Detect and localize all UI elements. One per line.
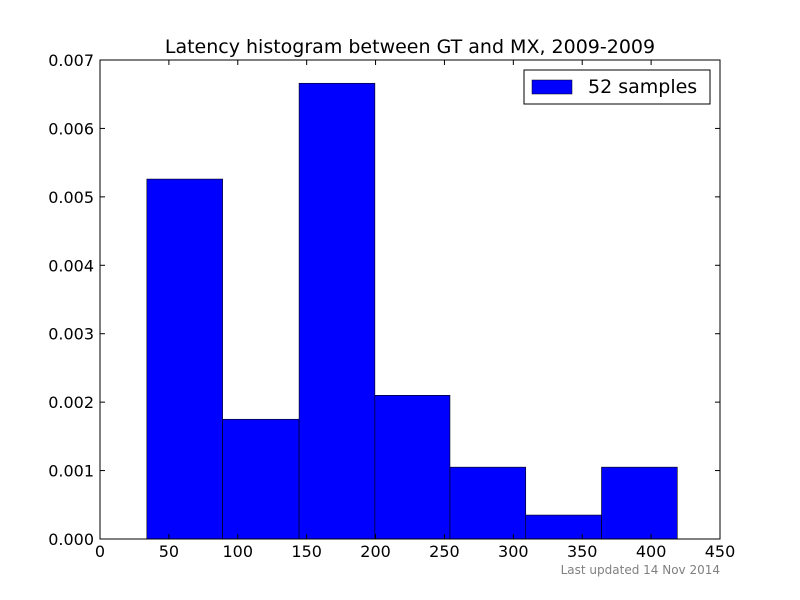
legend-label: 52 samples — [588, 76, 697, 98]
last-updated-note: Last updated 14 Nov 2014 — [561, 563, 720, 577]
histogram-bar-1 — [222, 418, 300, 540]
chart-title: Latency histogram between GT and MX, 200… — [165, 36, 655, 58]
x-tick-label-3: 150 — [291, 542, 322, 561]
y-tick-label-1: 0.001 — [48, 462, 94, 481]
y-tick-label-5: 0.005 — [48, 188, 94, 207]
histogram-bar-0 — [146, 178, 223, 540]
y-tick-label-0: 0.000 — [48, 530, 94, 549]
x-tick-label-2: 100 — [223, 542, 254, 561]
x-tick-label-4: 200 — [360, 542, 391, 561]
y-tick-label-7: 0.007 — [48, 51, 94, 70]
x-tick-label-0: 0 — [95, 542, 105, 561]
histogram-bar-4 — [449, 466, 527, 540]
y-axis: 0.000 0.001 0.002 0.003 0.004 0.005 0.006 0.007 — [48, 51, 720, 549]
histogram-bar-2 — [298, 82, 376, 540]
x-tick-label-5: 250 — [429, 542, 460, 561]
y-tick-label-3: 0.003 — [48, 325, 94, 344]
histogram-bar-3 — [374, 394, 451, 540]
x-tick-label-9: 450 — [705, 542, 736, 561]
y-tick-label-4: 0.004 — [48, 256, 94, 275]
x-tick-label-7: 350 — [567, 542, 598, 561]
legend: 52 samples — [523, 69, 711, 105]
y-tick-label-2: 0.002 — [48, 393, 94, 412]
x-tick-label-1: 50 — [159, 542, 179, 561]
histogram-bar-6 — [601, 466, 678, 540]
histogram-bar-5 — [525, 514, 602, 540]
plot-frame — [99, 59, 721, 540]
y-tick-label-6: 0.006 — [48, 119, 94, 138]
x-tick-label-6: 300 — [498, 542, 529, 561]
bars-group — [146, 82, 678, 540]
x-tick-label-8: 400 — [636, 542, 667, 561]
x-axis: 0 50 100 150 200 250 300 350 400 450 — [95, 60, 735, 561]
legend-swatch — [531, 79, 573, 95]
